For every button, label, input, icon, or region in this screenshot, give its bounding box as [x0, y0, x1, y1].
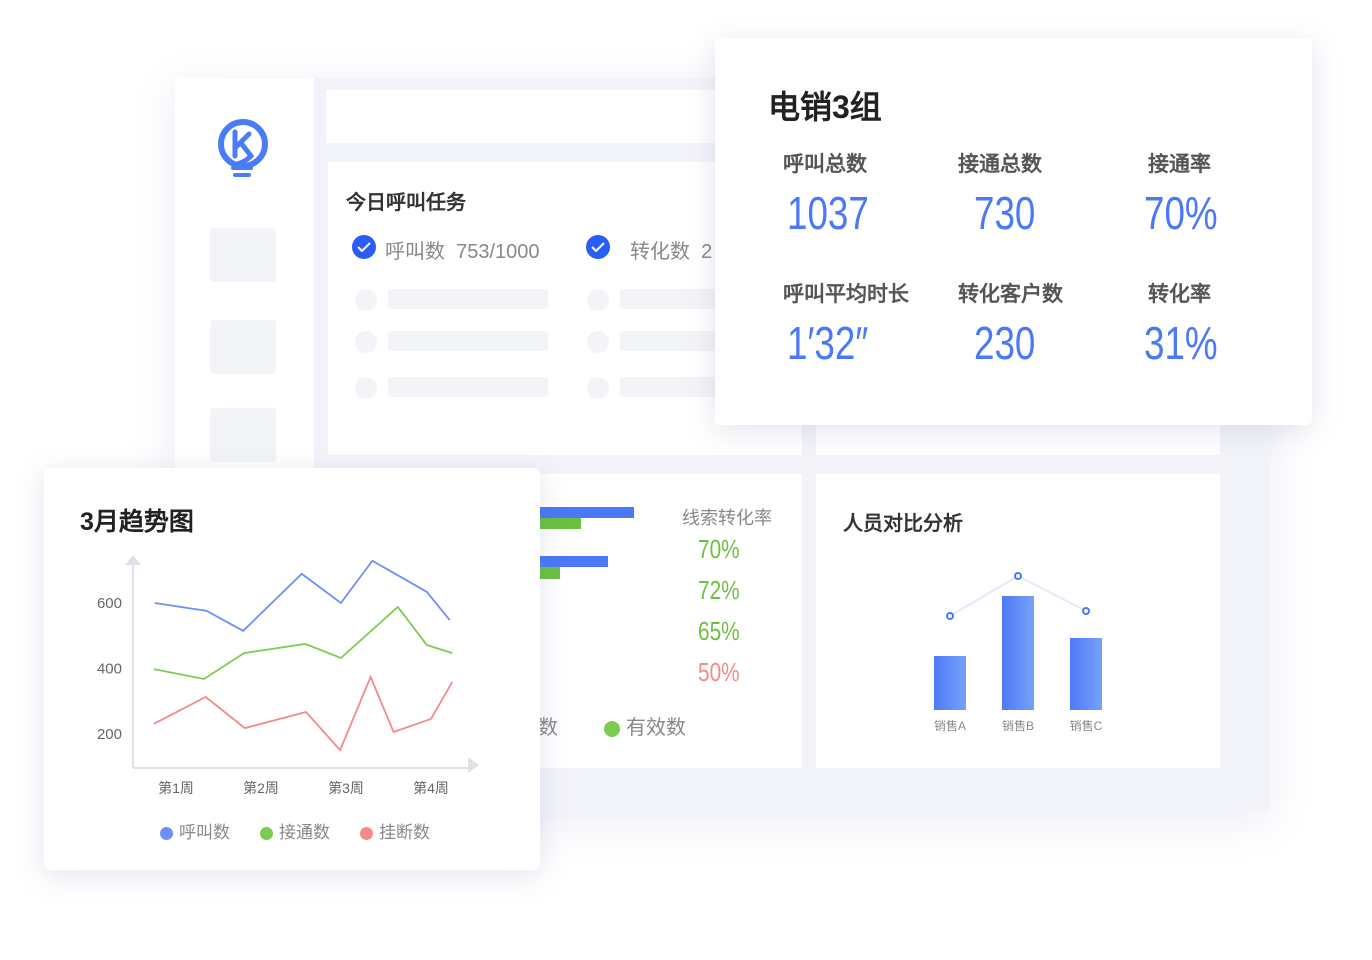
- x-tick-label: 第3周: [328, 780, 364, 796]
- task-label: 转化数: [630, 241, 690, 263]
- bar: [540, 507, 634, 518]
- stat-value: 230: [974, 317, 1036, 369]
- line-point: [946, 612, 954, 620]
- nav-placeholder[interactable]: [210, 408, 276, 462]
- stat-value: 730: [974, 187, 1036, 239]
- stat-label: 呼叫平均时长: [783, 283, 909, 306]
- bar: [934, 656, 966, 710]
- stat-label: 接通率: [1148, 153, 1211, 176]
- series-line-2: [153, 674, 454, 752]
- team-title: 电销3组: [768, 89, 882, 125]
- stat-value: 70%: [1144, 187, 1218, 239]
- bar: [540, 518, 581, 529]
- nav-placeholder[interactable]: [210, 228, 276, 282]
- rate-value: 65%: [698, 616, 740, 646]
- stat-label: 呼叫总数: [783, 153, 867, 176]
- task-value: 753/1000: [456, 241, 540, 263]
- check-icon[interactable]: [586, 235, 610, 259]
- team-card: 电销3组 呼叫总数 1037 接通总数 730 接通率 70% 呼叫平均时长 1′32″ 转化客…: [715, 38, 1312, 425]
- stat-label: 转化率: [1148, 283, 1211, 306]
- legend-dot: [604, 720, 620, 737]
- trend-title: 3月趋势图: [80, 508, 194, 536]
- x-axis-arrow: [468, 757, 479, 773]
- series-line-1: [153, 605, 453, 680]
- task-label: 呼叫数: [385, 241, 445, 263]
- legend-dot: [260, 827, 273, 841]
- legend-label: 呼叫数: [179, 823, 230, 842]
- legend-dot: [360, 827, 373, 841]
- legend-label: 接通数: [279, 823, 330, 842]
- legend-dot: [160, 827, 173, 841]
- x-tick-label: 第1周: [158, 780, 194, 796]
- staff-chart: 销售A 销售B 销售C: [934, 572, 1103, 733]
- rate-value: 72%: [698, 575, 740, 605]
- category-label: 销售C: [1070, 718, 1103, 733]
- bar: [1002, 596, 1034, 710]
- line-point: [1082, 607, 1090, 615]
- rate-value: 70%: [698, 534, 740, 564]
- y-tick-label: 200: [97, 726, 122, 743]
- bar: [1070, 638, 1102, 710]
- rate-title: 线索转化率: [682, 508, 772, 528]
- series-line-0: [154, 559, 451, 632]
- check-icon[interactable]: [352, 235, 376, 259]
- legend-label: 挂断数: [379, 823, 430, 842]
- category-label: 销售A: [934, 718, 966, 733]
- stat-value: 1′32″: [787, 317, 869, 369]
- trend-chart: 200 400 600 第1周 第2周 第3周 第4周: [97, 555, 479, 796]
- line-point: [1014, 572, 1022, 580]
- bar: [540, 556, 608, 567]
- legend-item: 数: [538, 717, 558, 739]
- category-label: 销售B: [1002, 718, 1034, 733]
- stat-value: 31%: [1144, 317, 1218, 369]
- staff-title: 人员对比分析: [843, 513, 963, 535]
- legend-item: 有效数: [626, 717, 686, 739]
- nav-placeholder[interactable]: [210, 320, 276, 374]
- staff-card: 人员对比分析 销售A 销售B 销售C: [816, 474, 1220, 768]
- bar: [540, 567, 560, 579]
- y-axis-arrow: [125, 555, 141, 565]
- y-tick-label: 600: [97, 595, 122, 612]
- rate-value: 50%: [698, 657, 740, 687]
- stat-label: 接通总数: [958, 153, 1042, 176]
- logo-icon: [218, 119, 268, 177]
- task-title: 今日呼叫任务: [346, 192, 466, 214]
- trend-card: 3月趋势图 200 400 600 第1周 第2周 第3周 第4周 呼叫数 接通数 挂断数: [44, 468, 540, 870]
- task-value: 2: [701, 241, 713, 263]
- x-tick-label: 第2周: [243, 780, 279, 796]
- stat-label: 转化客户数: [958, 283, 1063, 306]
- y-tick-label: 400: [97, 661, 122, 678]
- x-tick-label: 第4周: [413, 780, 449, 796]
- stat-value: 1037: [787, 187, 869, 239]
